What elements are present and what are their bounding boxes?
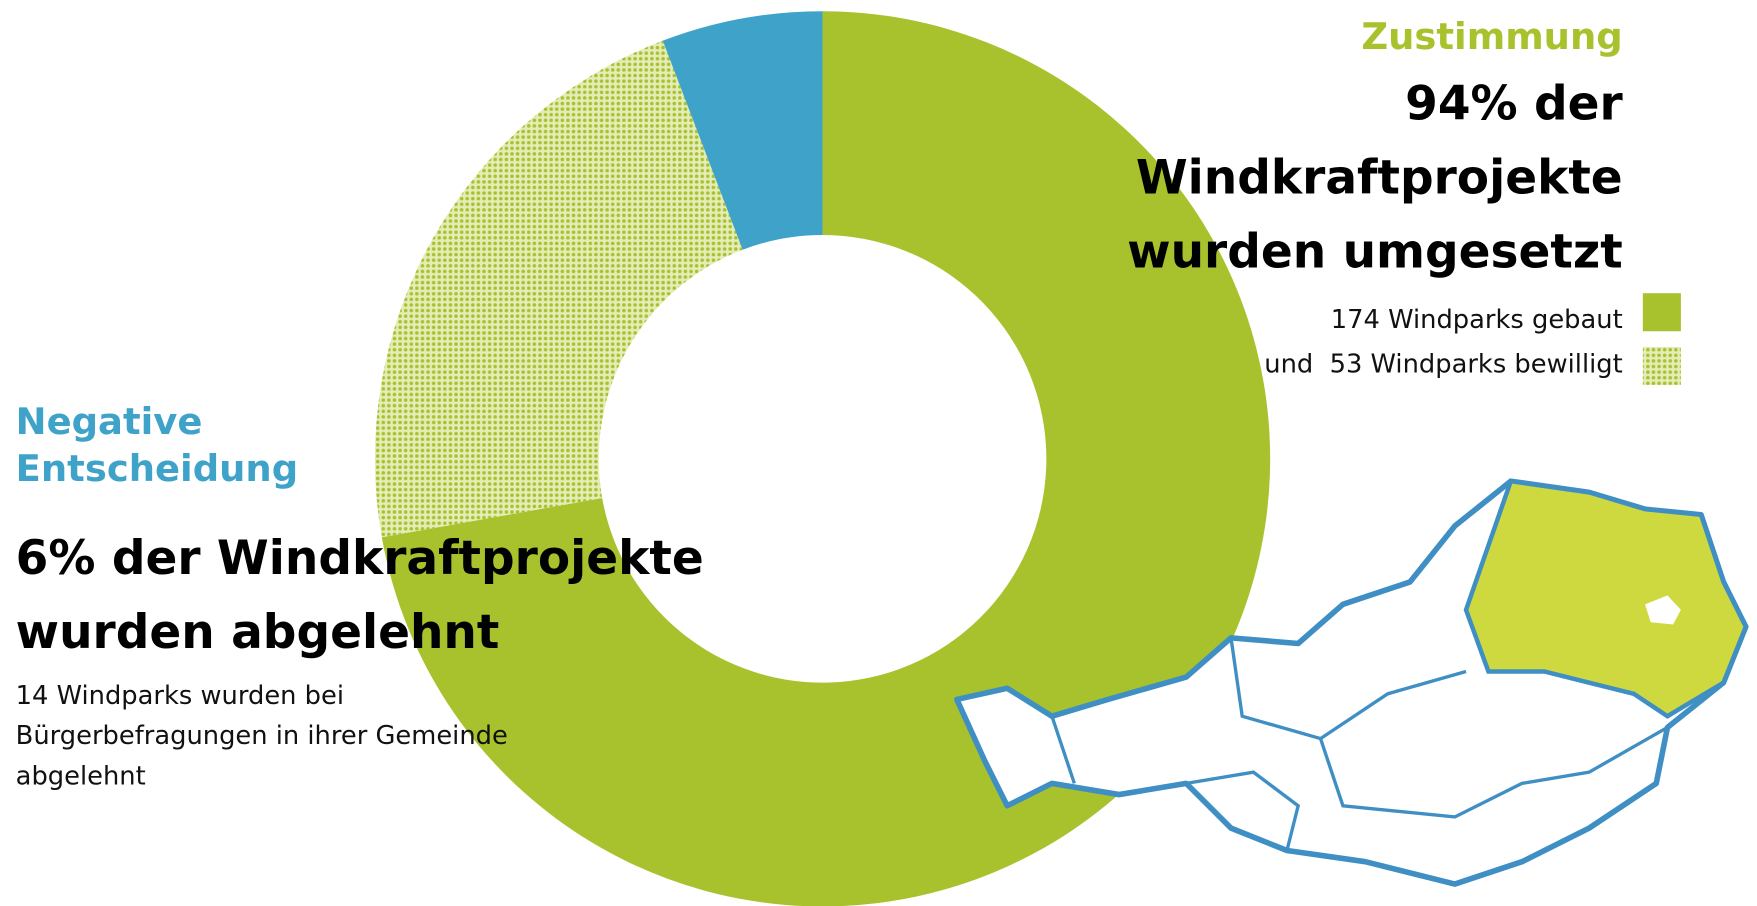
map: [954, 478, 1749, 887]
negative-text: 6% der Windkraftprojekte wurden abgelehn…: [15, 530, 704, 660]
donut-segment: [662, 11, 823, 250]
donut-segment: [374, 40, 743, 538]
legend-label: 174 Windparks gebaut: [1330, 305, 1623, 335]
approval-title: Zustimmung: [1361, 14, 1623, 59]
legend-swatch: [1642, 293, 1681, 332]
map-city: [1645, 595, 1681, 625]
negative-detail: 14 Windparks wurden bei Bürgerbefragunge…: [15, 681, 508, 792]
donut-segment: [381, 11, 1271, 906]
negative-title: Negative Entscheidung: [15, 399, 299, 491]
legend-swatch: [1642, 346, 1681, 385]
map-region: [1463, 478, 1749, 719]
legend-label: und 53 Windparks bewilligt: [1264, 350, 1623, 380]
map-borders: [1050, 637, 1669, 851]
approval-text: 94% der Windkraftprojekte wurden umgeset…: [1127, 76, 1623, 279]
